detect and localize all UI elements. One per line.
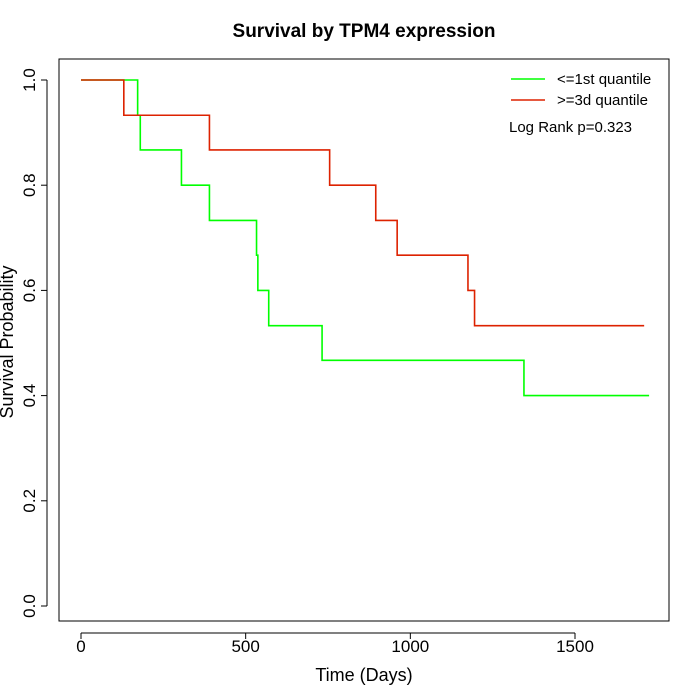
series-layer bbox=[81, 79, 650, 397]
legend-label-2: >=3d quantile bbox=[557, 92, 648, 109]
series-line-1 bbox=[81, 79, 650, 397]
series-line-2 bbox=[81, 79, 645, 327]
legend-label-1: <=1st quantile bbox=[557, 71, 651, 88]
y-axis: 0.0 0.2 0.4 0.6 0.8 1.0 bbox=[20, 68, 48, 618]
y-tick-label: 0.6 bbox=[20, 279, 39, 303]
y-tick-label: 0.2 bbox=[20, 489, 39, 513]
x-axis: 0 500 1000 1500 bbox=[76, 632, 594, 656]
y-tick-label: 0.0 bbox=[20, 594, 39, 618]
y-axis-label: Survival Probability bbox=[0, 265, 17, 418]
x-tick-label: 500 bbox=[231, 637, 259, 656]
legend: <=1st quantile >=3d quantile bbox=[511, 71, 651, 109]
y-tick-label: 0.4 bbox=[20, 384, 39, 408]
y-tick-label: 1.0 bbox=[20, 68, 39, 92]
x-tick-label: 0 bbox=[76, 637, 85, 656]
x-tick-label: 1000 bbox=[391, 637, 429, 656]
x-tick-label: 1500 bbox=[556, 637, 594, 656]
x-axis-label: Time (Days) bbox=[315, 665, 412, 685]
log-rank-annotation: Log Rank p=0.323 bbox=[509, 119, 632, 136]
chart-title: Survival by TPM4 expression bbox=[233, 21, 496, 42]
y-tick-label: 0.8 bbox=[20, 173, 39, 197]
plot-frame bbox=[58, 58, 670, 622]
